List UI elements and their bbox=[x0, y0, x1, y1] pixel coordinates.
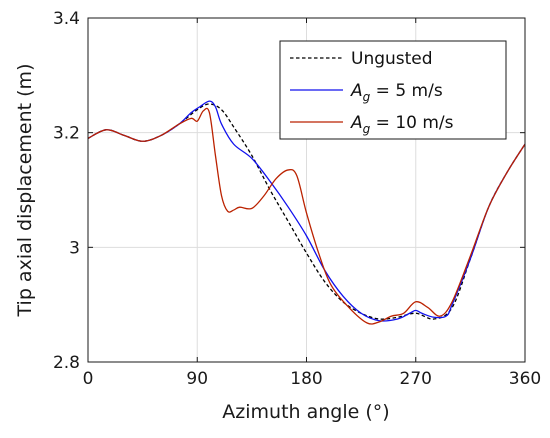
tick-labels: 0 90 180 270 360 2.8 3 3.2 3.4 bbox=[53, 9, 541, 389]
y-tick-label: 3.2 bbox=[53, 124, 80, 144]
x-tick-label: 360 bbox=[509, 369, 541, 389]
ticks bbox=[87, 17, 526, 363]
x-tick-label: 0 bbox=[83, 369, 94, 389]
legend-label-0: Ungusted bbox=[351, 49, 433, 69]
x-tick-label: 270 bbox=[400, 369, 432, 389]
legend-label-2: Ag = 10 m/s bbox=[350, 113, 454, 136]
legend: Ungusted Ag = 5 m/s Ag = 10 m/s bbox=[279, 40, 507, 140]
y-tick-label: 3.4 bbox=[53, 9, 80, 29]
y-tick-label: 3 bbox=[69, 238, 80, 258]
series-group bbox=[87, 100, 526, 325]
x-tick-label: 90 bbox=[186, 369, 208, 389]
y-tick-label: 2.8 bbox=[53, 353, 80, 373]
series-line-2 bbox=[87, 107, 526, 325]
y-axis-label: Tip axial displacement (m) bbox=[14, 64, 36, 318]
x-axis-label: Azimuth angle (°) bbox=[222, 401, 389, 423]
legend-label-1: Ag = 5 m/s bbox=[350, 81, 443, 104]
x-tick-label: 180 bbox=[290, 369, 322, 389]
